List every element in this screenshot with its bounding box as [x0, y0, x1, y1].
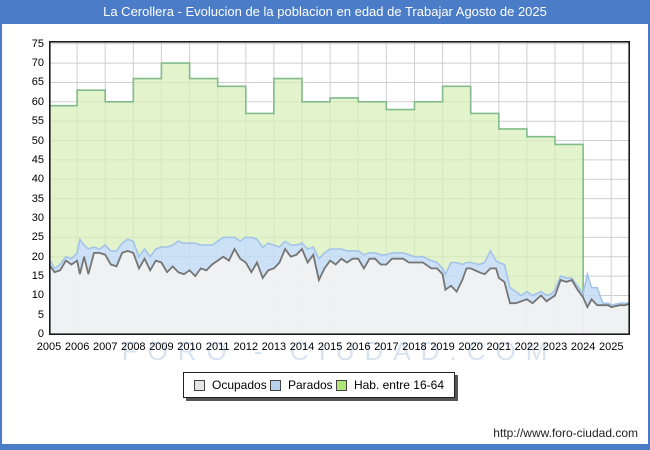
legend-item: Hab. entre 16-64	[335, 378, 444, 392]
y-tick-label: 0	[37, 328, 44, 341]
chart-title: La Cerollera - Evolucion de la poblacion…	[0, 0, 650, 24]
y-tick-label: 70	[31, 57, 44, 70]
y-tick-label: 60	[31, 95, 44, 108]
x-tick-label: 2024	[570, 341, 596, 353]
x-tick-label: 2016	[345, 341, 371, 353]
x-tick-label: 2025	[598, 341, 624, 353]
x-tick-label: 2006	[64, 341, 90, 353]
y-tick-label: 5	[37, 308, 44, 321]
y-tick-label: 75	[31, 37, 44, 50]
x-tick-label: 2014	[289, 341, 315, 353]
y-tick-label: 55	[31, 115, 44, 128]
watermark: FORO - CIUDAD.COM	[121, 336, 558, 366]
y-tick-label: 35	[31, 192, 44, 205]
legend-item: Parados	[269, 378, 333, 392]
x-tick-label: 2007	[92, 341, 118, 353]
plot-area	[49, 41, 630, 336]
legend-swatch-icon	[269, 379, 281, 391]
y-tick-label: 10	[31, 289, 44, 302]
legend-swatch-icon	[194, 379, 205, 391]
y-tick-label: 20	[31, 250, 44, 263]
page-border-bottom	[0, 444, 650, 450]
x-tick-label: 2010	[177, 341, 202, 353]
legend-swatch-icon	[335, 379, 347, 391]
legend-label: Parados	[287, 378, 333, 392]
y-tick-label: 15	[31, 270, 44, 283]
page-border-left	[0, 0, 2, 450]
y-tick-label: 50	[31, 134, 44, 147]
x-tick-label: 2005	[36, 341, 62, 353]
y-tick-label: 25	[31, 231, 44, 244]
legend-item: Ocupados	[194, 378, 267, 392]
x-tick-label: 2009	[149, 341, 174, 353]
footer-url: http://www.foro-ciudad.com	[493, 426, 638, 440]
x-tick-label: 2013	[261, 341, 287, 353]
x-tick-label: 2017	[374, 341, 399, 353]
x-tick-label: 2023	[542, 341, 568, 353]
y-tick-label: 65	[31, 76, 44, 89]
y-tick-label: 30	[31, 212, 44, 224]
page-border-right	[648, 0, 650, 450]
x-tick-label: 2015	[317, 341, 343, 353]
x-tick-label: 2020	[458, 341, 483, 353]
legend-label: Hab. entre 16-64	[353, 378, 444, 392]
y-tick-label: 45	[31, 153, 44, 166]
x-tick-label: 2008	[121, 341, 146, 353]
x-tick-label: 2018	[402, 341, 427, 353]
x-tick-label: 2022	[514, 341, 540, 353]
x-tick-label: 2012	[233, 341, 259, 353]
x-tick-label: 2019	[430, 341, 455, 353]
y-tick-label: 40	[31, 173, 44, 186]
x-tick-label: 2011	[205, 341, 230, 353]
legend: Ocupados Parados Hab. entre 16-64	[183, 372, 455, 398]
legend-label: Ocupados	[212, 378, 267, 392]
x-tick-label: 2021	[486, 341, 512, 353]
